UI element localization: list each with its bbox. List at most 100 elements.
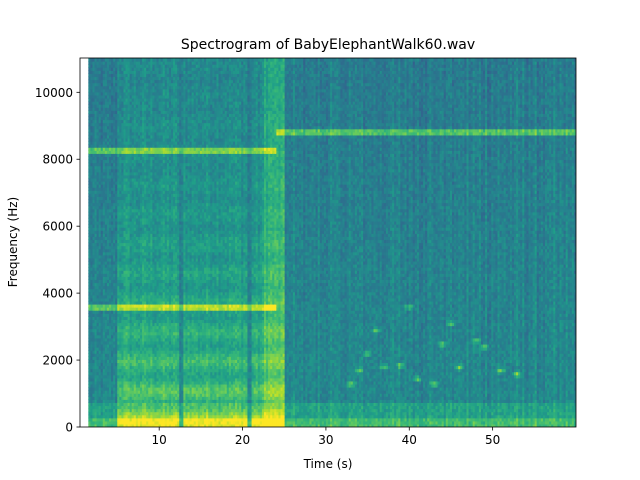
spectrogram-cell (90, 73, 94, 78)
spectrogram-cell (102, 196, 106, 201)
spectrogram-cell (100, 374, 104, 379)
spectrogram-cell (104, 408, 108, 413)
spectrogram-cell (98, 82, 102, 87)
spectrogram-cell (90, 64, 94, 68)
spectrogram-cell (104, 76, 108, 81)
spectrogram-cell (123, 70, 127, 74)
spectrogram-cell (94, 371, 98, 376)
spectrogram-cell (98, 288, 102, 293)
spectrogram-cell (94, 137, 98, 142)
spectrogram-cell (96, 282, 100, 287)
spectrogram-cell (111, 414, 114, 419)
spectrogram-cell (88, 107, 92, 111)
spectrogram-cell (121, 423, 125, 427)
spectrogram-cell (109, 282, 112, 287)
spectrogram-cell (106, 147, 110, 151)
spectrogram-cell (100, 156, 104, 161)
spectrogram-cell (92, 202, 96, 207)
spectrogram-cell (90, 82, 94, 87)
spectrogram-cell (121, 279, 125, 284)
spectrogram-cell (121, 88, 125, 93)
spectrogram-cell (121, 217, 125, 222)
spectrogram-cell (123, 242, 127, 247)
spectrogram-cell (121, 156, 125, 161)
spectrogram-cell (104, 359, 108, 364)
spectrogram-cell (111, 236, 114, 241)
spectrogram-cell (109, 276, 112, 280)
spectrogram-cell (102, 319, 106, 324)
spectrogram-cell (96, 190, 100, 194)
spectrogram-cell (96, 322, 100, 327)
spectrogram-cell (92, 359, 96, 364)
spectrogram-cell (123, 104, 127, 108)
spectrogram-cell (125, 377, 129, 382)
spectrogram-cell (102, 402, 106, 407)
spectrogram-cell (117, 73, 120, 78)
spectrogram-cell (96, 110, 100, 114)
spectrogram-cell (88, 423, 92, 427)
spectrogram-cell (88, 408, 92, 413)
spectrogram-cell (94, 257, 98, 262)
spectrogram-cell (92, 217, 96, 222)
spectrogram-cell (88, 328, 92, 333)
spectrogram-cell (121, 316, 125, 320)
spectrogram-cell (88, 208, 92, 213)
spectrogram-cell (90, 162, 94, 167)
spectrogram-cell (117, 420, 120, 425)
spectrogram-cell (119, 58, 122, 62)
spectrogram-cell (119, 285, 122, 290)
spectrogram-cell (119, 104, 122, 108)
spectrogram-cell (96, 153, 100, 157)
spectrogram-cell (102, 297, 106, 302)
spectrogram-cell (111, 273, 114, 277)
spectrogram-cell (88, 350, 92, 354)
spectrogram-cell (88, 193, 92, 197)
spectrogram-cell (117, 365, 120, 370)
spectrogram-cell (90, 107, 94, 111)
spectrogram-cell (90, 322, 94, 327)
spectrogram-cell (92, 325, 96, 330)
spectrogram-cell (96, 393, 100, 397)
spectrogram-cell (123, 267, 127, 271)
spectrogram-cell (119, 67, 122, 71)
spectrogram-cell (90, 402, 94, 407)
spectrogram-cell (115, 196, 118, 201)
spectrogram-cell (125, 423, 129, 427)
spectrogram-cell (115, 147, 118, 151)
spectrogram-cell (111, 322, 114, 327)
spectrogram-cell (123, 291, 127, 296)
spectrogram-cell (106, 128, 110, 133)
spectrogram-cell (88, 211, 92, 216)
spectrogram-cell (121, 254, 125, 259)
spectrogram-cell (88, 264, 92, 268)
spectrogram-cell (102, 273, 106, 277)
spectrogram-cell (113, 340, 116, 345)
spectrogram-cell (119, 325, 122, 330)
spectrogram-cell (111, 107, 114, 111)
spectrogram-cell (111, 264, 114, 268)
spectrogram-cell (96, 423, 100, 427)
spectrogram-cell (94, 165, 98, 170)
spectrogram-cell (115, 402, 118, 407)
spectrogram-cell (111, 368, 114, 373)
spectrogram-cell (92, 356, 96, 360)
spectrogram-cell (104, 165, 108, 170)
spectrogram-cell (88, 402, 92, 407)
spectrogram-cell (109, 70, 112, 74)
spectrogram-cell (113, 119, 116, 124)
spectrogram-cell (109, 116, 112, 121)
spectrogram-cell (109, 101, 112, 105)
spectrogram-cell (121, 236, 125, 241)
spectrogram-cell (96, 199, 100, 204)
spectrogram-cell (100, 267, 104, 271)
spectrogram-cell (98, 128, 102, 133)
spectrogram-cell (109, 211, 112, 216)
spectrogram-cell (121, 134, 125, 139)
spectrogram-cell (111, 353, 114, 357)
spectrogram-cell (106, 171, 110, 176)
spectrogram-cell (123, 340, 127, 345)
spectrogram-cell (119, 184, 122, 188)
spectrogram-cell (121, 368, 125, 373)
spectrogram-cell (94, 159, 98, 164)
spectrogram-cell (102, 254, 106, 259)
